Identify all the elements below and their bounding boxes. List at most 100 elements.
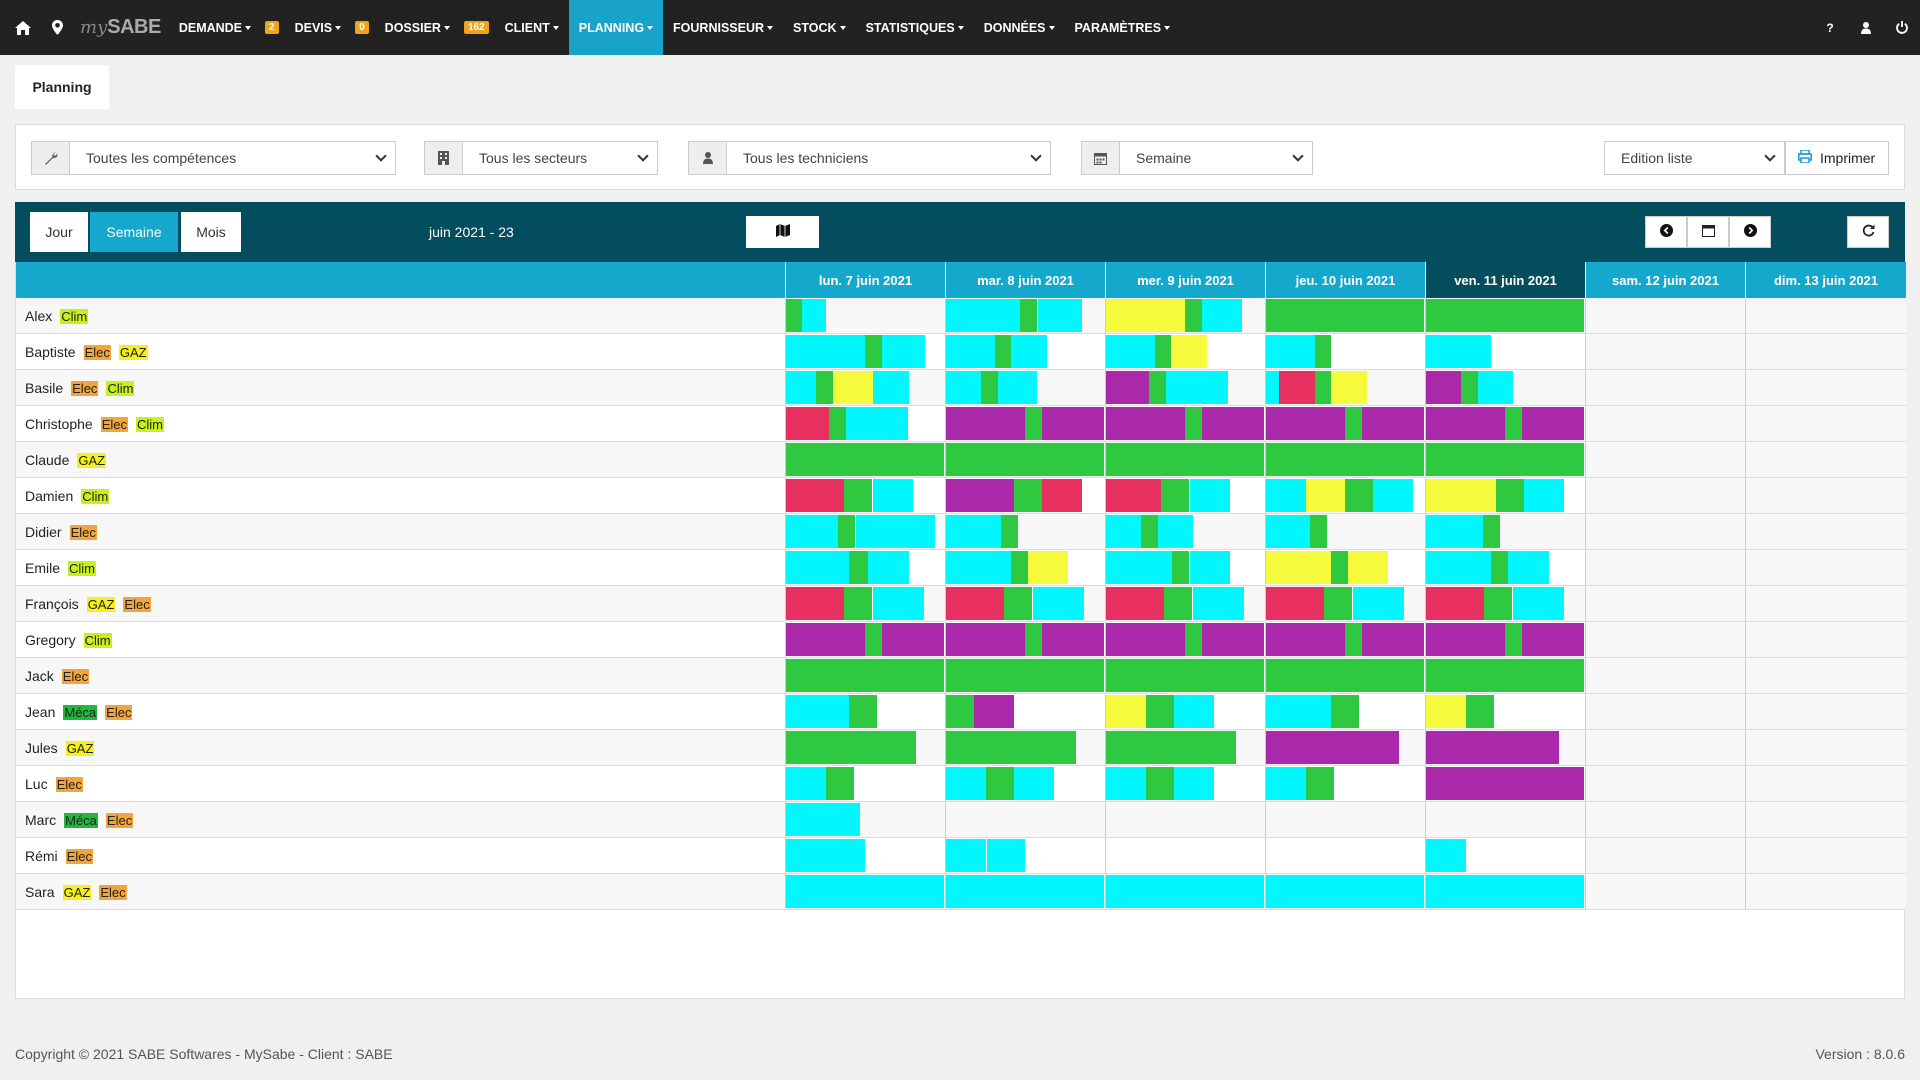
- intervention-block[interactable]: [946, 875, 1104, 908]
- nav-stock[interactable]: STOCK: [783, 0, 856, 55]
- day-cell[interactable]: [1265, 766, 1425, 801]
- intervention-block[interactable]: [868, 551, 909, 584]
- view-mois-button[interactable]: Mois: [181, 212, 241, 252]
- nav-parametres[interactable]: PARAMÈTRES: [1065, 0, 1181, 55]
- intervention-block[interactable]: [1522, 407, 1584, 440]
- intervention-block[interactable]: [1331, 695, 1359, 728]
- intervention-block[interactable]: [1011, 335, 1047, 368]
- technician-name-cell[interactable]: Claude GAZ: [25, 442, 107, 478]
- day-cell[interactable]: [785, 874, 945, 909]
- intervention-block[interactable]: [829, 407, 846, 440]
- intervention-block[interactable]: [946, 839, 986, 872]
- intervention-block[interactable]: [786, 551, 849, 584]
- intervention-block[interactable]: [1141, 515, 1158, 548]
- intervention-block[interactable]: [1426, 371, 1461, 404]
- nav-fournisseur[interactable]: FOURNISSEUR: [663, 0, 783, 55]
- intervention-block[interactable]: [1202, 623, 1264, 656]
- intervention-block[interactable]: [1106, 299, 1185, 332]
- intervention-block[interactable]: [1426, 407, 1505, 440]
- intervention-block[interactable]: [1106, 515, 1141, 548]
- intervention-block[interactable]: [1491, 551, 1508, 584]
- intervention-block[interactable]: [1306, 767, 1334, 800]
- day-cell[interactable]: [785, 730, 945, 765]
- view-jour-button[interactable]: Jour: [30, 212, 88, 252]
- intervention-block[interactable]: [1426, 875, 1584, 908]
- intervention-block[interactable]: [1266, 407, 1345, 440]
- day-cell[interactable]: [1425, 478, 1585, 513]
- day-cell[interactable]: [1585, 694, 1745, 729]
- day-cell[interactable]: [1425, 514, 1585, 549]
- view-semaine-button[interactable]: Semaine: [90, 212, 178, 252]
- day-cell[interactable]: [1425, 370, 1585, 405]
- day-cell[interactable]: [1265, 478, 1425, 513]
- intervention-block[interactable]: [1266, 731, 1399, 764]
- intervention-block[interactable]: [1345, 479, 1373, 512]
- technician-name-cell[interactable]: Luc Elec: [25, 766, 83, 802]
- intervention-block[interactable]: [1426, 587, 1484, 620]
- day-cell[interactable]: [1585, 334, 1745, 369]
- day-cell[interactable]: [1745, 766, 1906, 801]
- day-cell[interactable]: [785, 586, 945, 621]
- technician-name-cell[interactable]: Jules GAZ: [25, 730, 95, 766]
- competences-filter[interactable]: Toutes les compétences: [31, 141, 396, 175]
- intervention-block[interactable]: [1496, 479, 1524, 512]
- day-cell[interactable]: [945, 442, 1105, 477]
- intervention-block[interactable]: [786, 407, 829, 440]
- intervention-block[interactable]: [1266, 875, 1424, 908]
- day-cell[interactable]: [945, 586, 1105, 621]
- day-cell[interactable]: [785, 298, 945, 333]
- intervention-block[interactable]: [1279, 371, 1315, 404]
- day-cell[interactable]: [785, 802, 945, 837]
- day-cell[interactable]: [1265, 838, 1425, 873]
- day-cell[interactable]: [785, 370, 945, 405]
- intervention-block[interactable]: [786, 587, 844, 620]
- day-cell[interactable]: [945, 802, 1105, 837]
- day-cell[interactable]: [1265, 874, 1425, 909]
- intervention-block[interactable]: [786, 875, 944, 908]
- day-cell[interactable]: [1585, 514, 1745, 549]
- intervention-block[interactable]: [1266, 371, 1279, 404]
- day-cell[interactable]: [1105, 802, 1265, 837]
- intervention-block[interactable]: [1166, 371, 1228, 404]
- intervention-block[interactable]: [946, 443, 1104, 476]
- day-cell[interactable]: [1745, 730, 1906, 765]
- day-cell[interactable]: [1105, 334, 1265, 369]
- nav-client[interactable]: CLIENT: [495, 0, 569, 55]
- day-cell[interactable]: [1585, 838, 1745, 873]
- app-logo[interactable]: my SABE: [80, 16, 161, 39]
- day-cell[interactable]: [1745, 442, 1906, 477]
- day-cell[interactable]: [1105, 298, 1265, 333]
- intervention-block[interactable]: [786, 299, 802, 332]
- day-cell[interactable]: [1425, 298, 1585, 333]
- intervention-block[interactable]: [1324, 587, 1352, 620]
- nav-planning[interactable]: PLANNING: [568, 0, 664, 55]
- day-cell[interactable]: [1105, 622, 1265, 657]
- user-icon[interactable]: [1848, 0, 1884, 55]
- day-cell[interactable]: [945, 370, 1105, 405]
- print-button[interactable]: Imprimer: [1785, 141, 1889, 175]
- day-cell[interactable]: [1585, 370, 1745, 405]
- day-cell[interactable]: [1745, 550, 1906, 585]
- day-cell[interactable]: [785, 766, 945, 801]
- day-cell[interactable]: [785, 406, 945, 441]
- intervention-block[interactable]: [946, 299, 1020, 332]
- day-cell[interactable]: [1105, 838, 1265, 873]
- day-cell[interactable]: [785, 550, 945, 585]
- intervention-block[interactable]: [1484, 587, 1512, 620]
- technician-name-cell[interactable]: Rémi Elec: [25, 838, 93, 874]
- technician-name-cell[interactable]: Damien Clim: [25, 478, 110, 514]
- intervention-block[interactable]: [1149, 371, 1166, 404]
- technician-name-cell[interactable]: Marc Méca Elec: [25, 802, 134, 838]
- intervention-block[interactable]: [1190, 551, 1230, 584]
- intervention-block[interactable]: [1020, 299, 1037, 332]
- technician-name-cell[interactable]: Baptiste Elec GAZ: [25, 334, 148, 370]
- intervention-block[interactable]: [1025, 407, 1042, 440]
- day-cell[interactable]: [1105, 406, 1265, 441]
- technician-name-cell[interactable]: Jean Méca Elec: [25, 694, 133, 730]
- day-cell[interactable]: [1745, 694, 1906, 729]
- intervention-block[interactable]: [1106, 731, 1236, 764]
- intervention-block[interactable]: [882, 623, 944, 656]
- day-cell[interactable]: [785, 838, 945, 873]
- day-header[interactable]: dim. 13 juin 2021: [1745, 262, 1906, 298]
- intervention-block[interactable]: [946, 695, 974, 728]
